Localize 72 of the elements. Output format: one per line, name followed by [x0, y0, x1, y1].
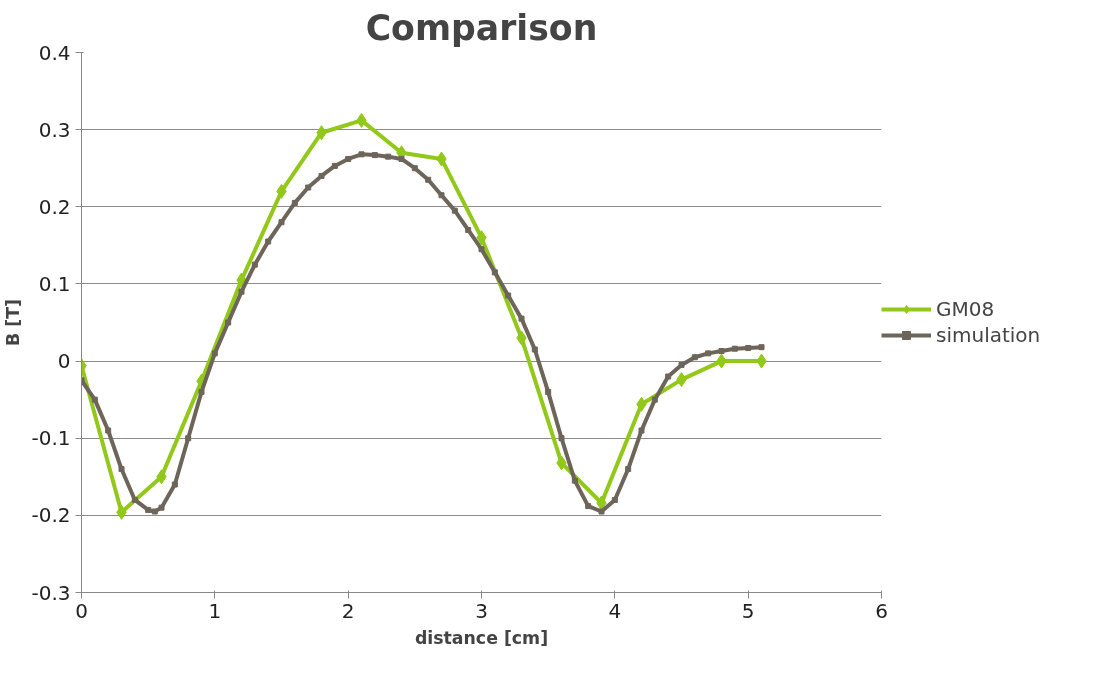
point: [505, 292, 512, 299]
point: [398, 155, 405, 162]
point: [385, 153, 392, 160]
point: [185, 435, 192, 442]
point: [225, 319, 232, 326]
point: [585, 503, 592, 510]
y-tick-label: 0.2: [38, 194, 71, 219]
point: [211, 350, 218, 357]
point: [451, 207, 458, 214]
point: [638, 427, 645, 434]
point: [625, 466, 632, 473]
point: [265, 238, 272, 245]
point: [531, 346, 538, 353]
point: [611, 496, 618, 503]
x-tick-label: 4: [608, 598, 622, 623]
point: [305, 184, 312, 191]
point: [491, 269, 498, 276]
legend-label: GM08: [936, 297, 995, 321]
y-tick-label: -0.1: [31, 426, 71, 451]
point: [345, 155, 352, 162]
point: [371, 152, 378, 159]
x-axis-title: distance [cm]: [414, 627, 549, 648]
point: [318, 172, 325, 179]
point: [745, 344, 752, 351]
y-tick-label: 0.3: [38, 117, 71, 142]
point: [251, 261, 258, 268]
legend-label: simulation: [936, 323, 1041, 347]
point: [545, 388, 552, 395]
point: [571, 477, 578, 484]
x-tick-label: 3: [475, 598, 488, 623]
point: [358, 151, 365, 158]
point: [151, 508, 158, 515]
point: [331, 162, 338, 169]
point: [425, 176, 432, 183]
point: [91, 396, 98, 403]
point: [731, 345, 738, 352]
point: [131, 496, 138, 503]
point: [198, 388, 205, 395]
y-tick-label: 0.4: [38, 40, 71, 65]
point: [145, 506, 152, 513]
x-tick-label: 2: [341, 598, 355, 623]
point: [478, 246, 485, 253]
point: [718, 348, 725, 355]
point: [665, 373, 672, 380]
point: [705, 350, 712, 357]
point: [118, 466, 125, 473]
point: [598, 508, 605, 515]
point: [678, 361, 685, 368]
point: [438, 192, 445, 199]
point: [558, 435, 565, 442]
point: [105, 427, 112, 434]
point: [291, 199, 298, 206]
y-tick-label: -0.3: [31, 580, 71, 605]
x-tick-label: 5: [741, 598, 755, 623]
point: [238, 288, 245, 295]
y-axis-title: B [T]: [3, 299, 24, 346]
y-tick-label: 0: [57, 349, 71, 374]
point: [758, 344, 765, 351]
x-tick-label: 0: [75, 598, 88, 623]
point: [411, 165, 418, 172]
y-tick-label: -0.2: [31, 503, 71, 528]
point: [158, 504, 165, 511]
point: [278, 219, 285, 226]
point: [691, 354, 698, 361]
chart-title: Comparison: [365, 7, 598, 48]
x-tick-label: 6: [875, 598, 888, 623]
x-tick-label: 1: [208, 598, 222, 623]
point: [171, 481, 178, 488]
point: [465, 226, 472, 233]
point: [651, 396, 658, 403]
y-tick-label: 0.1: [38, 271, 71, 296]
point: [518, 315, 525, 322]
